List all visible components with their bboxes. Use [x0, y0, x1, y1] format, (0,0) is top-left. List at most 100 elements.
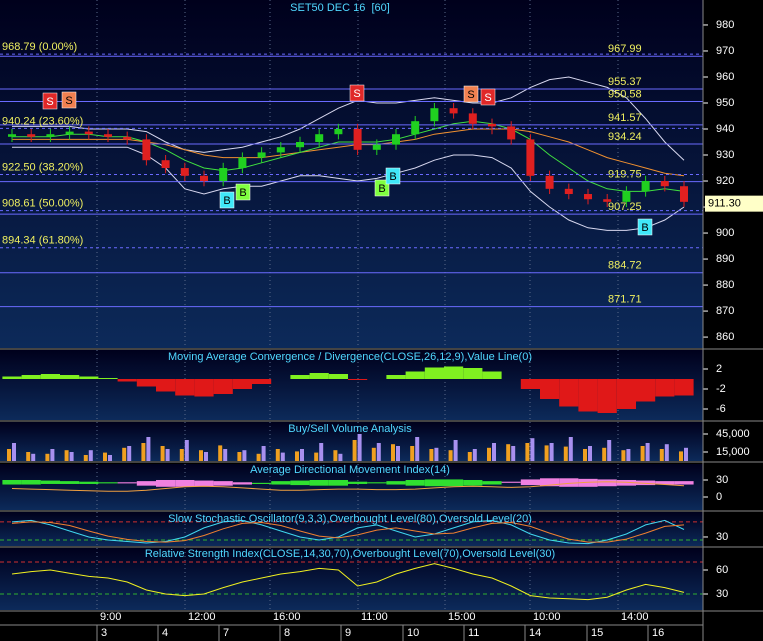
y-tick-label: 920 — [716, 175, 734, 187]
volume-bar — [396, 446, 400, 461]
volume-bar — [242, 450, 247, 461]
volume-bar — [492, 443, 496, 461]
di-band — [136, 481, 156, 486]
candle-body — [238, 157, 247, 169]
date-label: 11 — [468, 627, 479, 639]
di-band — [482, 481, 502, 485]
volume-bar — [319, 443, 324, 461]
candle-body — [392, 134, 400, 145]
volume-bar — [568, 437, 573, 461]
y-tick-label: 880 — [716, 279, 734, 291]
macd-area — [348, 379, 368, 380]
date-label: 15 — [591, 627, 603, 639]
signal-label: B — [223, 195, 230, 207]
volume-bar — [626, 449, 631, 461]
fib-label: 894.34 (61.80%) — [2, 235, 83, 247]
di-band — [328, 479, 348, 486]
volume-bar — [352, 440, 357, 461]
di-band — [540, 478, 560, 487]
macd-area — [309, 373, 329, 379]
signal-label: S — [65, 95, 72, 107]
di-band — [175, 479, 195, 487]
macd-area — [463, 368, 483, 379]
macd-area — [328, 374, 348, 379]
volume-bar — [333, 450, 338, 461]
candle-body — [315, 134, 324, 143]
level-label: 967.99 — [608, 43, 642, 55]
volume-bar — [511, 446, 516, 461]
overlay-line — [12, 146, 685, 231]
macd-area — [386, 375, 406, 379]
volume-bar — [659, 449, 664, 461]
volume-bar — [295, 451, 299, 461]
volume-bar — [199, 450, 203, 461]
indicator-line — [11, 563, 685, 601]
di-band — [616, 479, 636, 486]
volume-bar — [549, 443, 554, 461]
level-label: 941.57 — [608, 112, 642, 124]
macd-area — [194, 379, 214, 397]
candle-body — [104, 134, 112, 137]
fib-label: 968.79 (0.00%) — [2, 41, 77, 53]
y-tick-label: 960 — [716, 71, 734, 83]
volume-bar — [467, 452, 472, 461]
volume-bar — [434, 447, 439, 461]
y-tick-label: 30 — [716, 531, 728, 543]
signal-marker — [480, 88, 496, 106]
candle-body — [200, 175, 208, 182]
volume-bar — [26, 452, 31, 461]
candle-body — [641, 181, 650, 192]
candle-body — [84, 131, 93, 135]
signal-marker — [235, 183, 251, 201]
volume-bar — [45, 453, 50, 461]
panel-title: SET50 DEC 16 [60] — [290, 2, 390, 14]
macd-area — [674, 379, 694, 396]
y-tick-label: 60 — [716, 564, 728, 576]
level-label: 950.58 — [608, 88, 642, 100]
volume-bar — [448, 450, 453, 461]
y-tick-label: 890 — [716, 253, 734, 265]
volume-bar — [415, 437, 420, 461]
indicator-line — [11, 521, 685, 543]
candle-body — [142, 139, 151, 161]
macd-area — [232, 379, 252, 389]
di-band — [60, 481, 80, 484]
panel-background — [0, 0, 703, 348]
volume-bar — [664, 444, 669, 461]
macd-area — [578, 379, 598, 412]
date-label: 4 — [162, 627, 168, 639]
volume-bar — [108, 455, 112, 461]
last-price-label: 911.30 — [708, 198, 741, 210]
di-band — [405, 479, 425, 486]
date-label: 3 — [101, 627, 107, 639]
volume-bar — [530, 438, 535, 461]
di-band — [636, 480, 656, 486]
di-band — [520, 479, 540, 486]
volume-bar — [160, 446, 165, 461]
volume-bar — [338, 453, 343, 461]
volume-bar — [64, 450, 69, 461]
macd-area — [60, 375, 80, 379]
fib-label: 940.24 (23.60%) — [2, 115, 83, 127]
volume-bar — [506, 444, 511, 461]
di-band — [213, 481, 233, 486]
macd-area — [21, 375, 41, 379]
di-band — [2, 479, 22, 485]
candle-body — [27, 134, 36, 137]
last-price-box — [705, 195, 763, 212]
level-label: 907.25 — [608, 201, 642, 213]
macd-area — [136, 379, 156, 387]
fib-label: 922.50 (38.20%) — [2, 161, 83, 173]
y-tick-label: 0 — [716, 491, 722, 503]
candle-body — [603, 199, 612, 202]
macd-area — [616, 379, 636, 409]
signal-marker — [349, 84, 365, 102]
volume-bar — [184, 440, 189, 461]
di-band — [21, 479, 41, 485]
date-label: 10 — [407, 627, 419, 639]
volume-bar — [314, 452, 319, 461]
di-band — [309, 479, 329, 486]
volume-bar — [204, 452, 208, 461]
volume-bar — [280, 452, 285, 461]
macd-area — [482, 371, 502, 379]
